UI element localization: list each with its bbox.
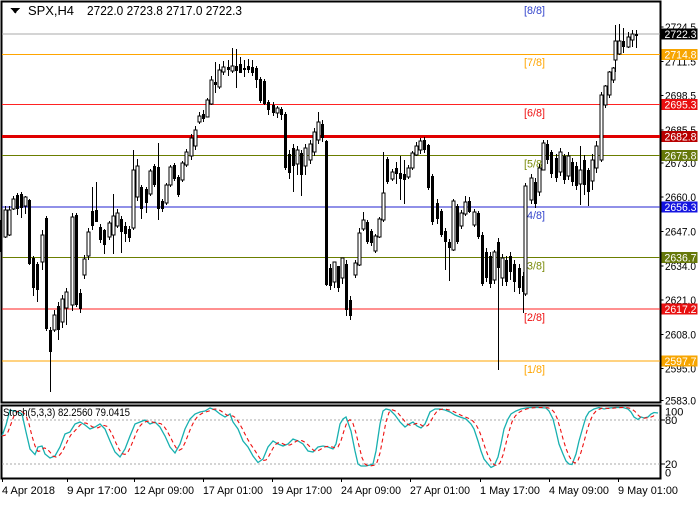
svg-text:2597.7: 2597.7 (665, 356, 697, 368)
svg-text:2722.3: 2722.3 (665, 29, 697, 41)
svg-text:4 May 09:00: 4 May 09:00 (549, 485, 609, 497)
svg-text:2636.7: 2636.7 (665, 253, 697, 265)
svg-text:0: 0 (665, 468, 671, 480)
svg-text:2608.0: 2608.0 (665, 329, 696, 341)
svg-text:1 May 17:00: 1 May 17:00 (480, 485, 540, 497)
svg-text:[1/8]: [1/8] (524, 364, 545, 376)
svg-text:19 Apr 17:00: 19 Apr 17:00 (272, 485, 332, 497)
svg-text:2595.0: 2595.0 (665, 364, 696, 376)
svg-text:[8/8]: [8/8] (524, 5, 545, 17)
svg-text:2714.8: 2714.8 (665, 50, 697, 62)
svg-text:12 Apr 09:00: 12 Apr 09:00 (134, 485, 194, 497)
svg-text:2675.8: 2675.8 (665, 151, 697, 163)
svg-text:Stoch(5,3,3) 82.2560 79.0415: Stoch(5,3,3) 82.2560 79.0415 (3, 407, 130, 419)
svg-text:100: 100 (665, 407, 683, 419)
svg-text:[7/8]: [7/8] (524, 57, 545, 69)
svg-text:9 May 01:00: 9 May 01:00 (618, 485, 678, 497)
svg-text:[6/8]: [6/8] (524, 107, 545, 119)
svg-text:[4/8]: [4/8] (524, 210, 545, 222)
svg-text:2682.8: 2682.8 (665, 132, 697, 144)
svg-text:[2/8]: [2/8] (524, 312, 545, 324)
svg-text:2656.3: 2656.3 (665, 202, 697, 214)
svg-text:80: 80 (665, 415, 677, 427)
svg-text:2722.0 2723.8 2717.0 2722.3: 2722.0 2723.8 2717.0 2722.3 (87, 3, 242, 18)
svg-text:2617.2: 2617.2 (665, 304, 697, 316)
svg-text:27 Apr 01:00: 27 Apr 01:00 (410, 485, 470, 497)
svg-text:2660.0: 2660.0 (665, 192, 696, 204)
svg-text:SPX,H4: SPX,H4 (28, 3, 74, 18)
svg-text:20: 20 (665, 459, 677, 471)
svg-text:17 Apr 01:00: 17 Apr 01:00 (203, 485, 263, 497)
svg-text:2583.0: 2583.0 (665, 396, 696, 408)
svg-text:4 Apr 2018: 4 Apr 2018 (2, 485, 55, 497)
svg-text:[3/8]: [3/8] (524, 260, 545, 272)
svg-text:24 Apr 09:00: 24 Apr 09:00 (341, 485, 401, 497)
svg-text:2647.0: 2647.0 (665, 227, 696, 239)
svg-text:2634.0: 2634.0 (665, 261, 696, 273)
svg-text:2695.3: 2695.3 (665, 100, 697, 112)
svg-text:9 Apr 17:00: 9 Apr 17:00 (67, 485, 127, 497)
